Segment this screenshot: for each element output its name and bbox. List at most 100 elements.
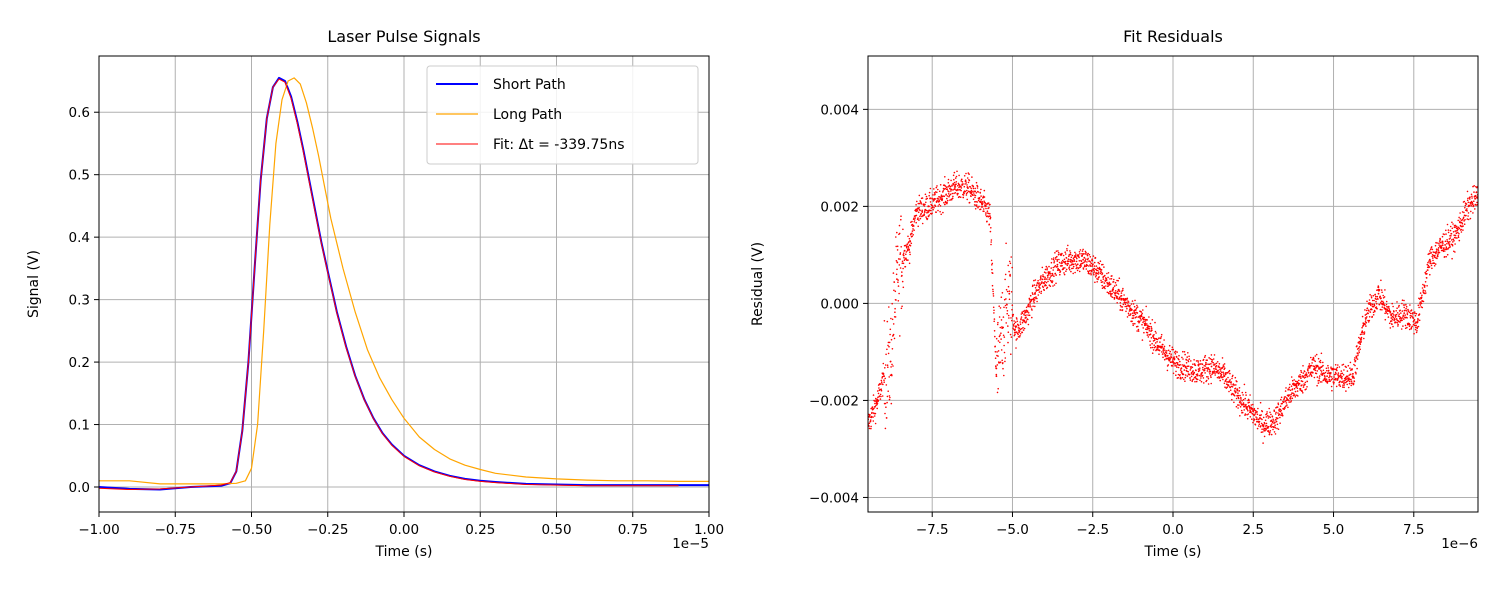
residual-point [1144, 318, 1146, 321]
residual-point [1431, 262, 1433, 265]
residual-point [985, 214, 987, 216]
residual-point [1360, 336, 1363, 339]
residual-point [1074, 251, 1076, 254]
residual-point [999, 307, 1002, 309]
residual-point [1451, 257, 1453, 260]
residual-point [1056, 265, 1059, 268]
residual-point [1224, 386, 1226, 389]
residual-point [1101, 284, 1103, 287]
residual-point [986, 220, 988, 223]
x-tick-label: 2.5 [1243, 522, 1264, 538]
residual-point [960, 189, 962, 192]
residual-point [1299, 374, 1301, 376]
residual-point [1449, 240, 1451, 243]
residual-point [937, 188, 939, 191]
residual-point [886, 320, 889, 323]
residual-point [1112, 288, 1114, 291]
residual-point [1086, 264, 1089, 267]
residual-point [1206, 370, 1209, 372]
residual-point [1011, 319, 1013, 322]
residual-point [1187, 370, 1189, 373]
residual-point [1324, 371, 1327, 374]
residual-point [950, 190, 952, 192]
residual-point [1191, 373, 1193, 375]
residual-point [1341, 377, 1343, 380]
residual-point [999, 326, 1002, 329]
residual-point [1110, 290, 1112, 293]
residual-point [1154, 345, 1157, 348]
residual-point [1100, 281, 1103, 284]
residual-point [1025, 309, 1028, 312]
residual-point [1117, 279, 1119, 282]
residual-point [1336, 366, 1339, 369]
residual-point [1293, 393, 1295, 395]
residual-point [1022, 326, 1024, 329]
residual-point [1236, 380, 1238, 383]
residual-point [1238, 390, 1241, 392]
residual-point [1096, 267, 1099, 269]
residual-point [1330, 371, 1332, 374]
residual-point [1327, 367, 1330, 369]
residual-point [1195, 380, 1198, 383]
residual-point [913, 229, 915, 231]
residual-point [1008, 298, 1011, 301]
residual-point [1474, 208, 1476, 210]
residual-point [938, 203, 941, 206]
residual-point [1175, 365, 1177, 367]
residual-point [1318, 361, 1321, 363]
residual-point [1280, 414, 1282, 417]
residual-point [1002, 334, 1005, 337]
residual-point [871, 406, 874, 408]
residual-point [1372, 294, 1375, 297]
residual-point [1350, 384, 1352, 387]
residual-point [1463, 223, 1466, 225]
residual-point [1300, 369, 1302, 372]
residual-point [991, 268, 993, 271]
residual-point [1158, 353, 1160, 356]
residual-point [1022, 329, 1025, 331]
residual-point [1327, 369, 1330, 372]
residual-point [1057, 250, 1059, 252]
residual-point [898, 292, 900, 295]
residual-point [1458, 239, 1461, 242]
residual-point [1044, 268, 1047, 271]
residual-point [1166, 350, 1168, 352]
residual-point [893, 281, 896, 283]
residual-point [1333, 381, 1335, 384]
residual-point [915, 204, 917, 206]
residual-point [1103, 266, 1105, 268]
residual-point [1230, 385, 1233, 388]
residual-point [1043, 289, 1045, 292]
residual-point [902, 267, 904, 270]
residual-point [1002, 362, 1004, 364]
residual-point [1140, 319, 1142, 321]
residual-point [1028, 314, 1031, 317]
residual-point [1305, 388, 1307, 390]
residual-point [1299, 387, 1302, 390]
residual-point [919, 217, 922, 220]
residual-point [1211, 373, 1213, 376]
residual-point [1228, 390, 1230, 393]
chart-title: Laser Pulse Signals [327, 27, 480, 46]
residual-point [1234, 387, 1237, 390]
residual-point [1141, 323, 1143, 326]
residual-point [1222, 371, 1224, 374]
residual-point [1129, 309, 1131, 312]
residual-point [1266, 415, 1269, 417]
residual-point [1279, 410, 1282, 413]
residual-point [880, 379, 883, 382]
residual-point [1345, 366, 1347, 369]
residual-point [1293, 382, 1295, 385]
residual-point [1342, 380, 1344, 382]
residual-point [1167, 354, 1169, 357]
residual-point [1042, 274, 1044, 276]
residual-point [1195, 360, 1198, 362]
residual-point [1173, 361, 1175, 364]
residual-point [1370, 303, 1372, 305]
residual-point [1019, 334, 1021, 337]
residual-point [1107, 285, 1110, 287]
residual-point [977, 199, 980, 202]
residual-point [1370, 295, 1373, 297]
residual-point [1070, 261, 1072, 263]
residual-point [1317, 365, 1319, 368]
